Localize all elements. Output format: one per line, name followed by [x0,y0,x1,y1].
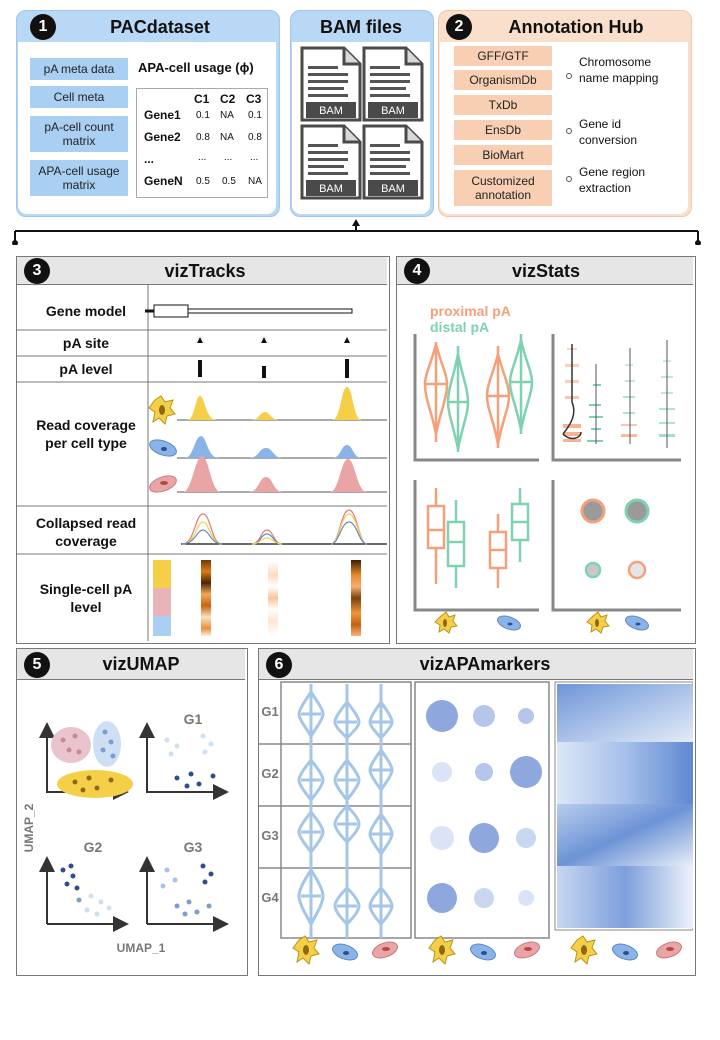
table-cell: NA [248,176,262,187]
panel-1-number: 1 [30,14,56,40]
viztracks-title: vizTracks [164,260,246,281]
chip-count-matrix: pA-cell count matrix [30,116,128,152]
legend-distal: distal pA [430,319,490,335]
table-col-c3: C3 [246,92,262,106]
vizumap-panel [16,648,248,976]
vizstats-graphics [413,334,681,634]
annot-item-ensdb: EnsDb [454,120,552,140]
bullet-dot [566,73,572,79]
marker-gene-label: G2 [261,766,278,781]
table-cell: NA [220,132,234,143]
vizapamarkers-title: vizAPAmarkers [419,653,551,674]
panel-6-number: 6 [266,652,292,678]
table-row-gene: Gene1 [144,108,181,122]
panel-3-number: 3 [24,258,50,284]
table-row-gene: Gene2 [144,130,181,144]
panel-4-number: 4 [404,258,430,284]
umap-ylabel: UMAP_2 [22,803,36,852]
marker-gene-label: G3 [261,828,278,843]
legend-proximal: proximal pA [430,303,511,319]
vizumap-header [17,649,245,680]
table-col-c1: C1 [194,92,210,106]
umap-xlabel: UMAP_1 [117,941,166,955]
umap-g3-label: G3 [184,839,203,855]
usage-table-border [136,88,268,198]
annotation-hub-title: Annotation Hub [508,16,644,37]
vizstats-title: vizStats [511,260,581,281]
umap-g1-label: G1 [184,711,203,727]
table-cell: ... [198,152,207,163]
table-cell: 0.8 [196,132,210,143]
table-cell: 0.1 [196,110,210,121]
vizumap-title: vizUMAP [102,653,180,674]
table-row-gene: ... [144,152,155,166]
table-cell: ... [224,152,233,163]
marker-gene-label: G4 [261,890,279,905]
panel-5-number: 5 [24,652,50,678]
chip-pa-meta: pA meta data [30,58,128,80]
table-cell: ... [250,152,259,163]
table-cell: 0.1 [248,110,262,121]
chip-usage-matrix: APA-cell usage matrix [30,160,128,196]
vizapamarkers-header [259,649,693,680]
annot-item-gff: GFF/GTF [454,46,552,66]
bam-file-label: BAM [381,183,405,195]
vizstats-header [397,257,693,285]
table-row-gene: GeneN [144,174,183,188]
usage-title: APA-cell usage (ϕ) [138,60,254,75]
annot-item-biomart: BioMart [454,145,552,165]
track-label-read-coverage: Read coverage per cell type [36,417,136,451]
bullet-dot [566,128,572,134]
bam-title: BAM files [319,16,402,37]
table-cell: 0.5 [222,176,236,187]
table-cell: 0.5 [196,176,210,187]
annot-use-chromosome: Chromosome name mapping [579,55,659,85]
vizapamarkers-graphics: G1 G2 G3 G4 [259,681,693,965]
track-label-pa-site: pA site [62,335,110,351]
table-cell: NA [220,110,234,121]
bam-file-label: BAM [319,105,343,117]
bam-file-label: BAM [319,183,343,195]
bam-file-label: BAM [381,105,405,117]
table-cell: 0.8 [248,132,262,143]
chip-cell-meta: Cell meta [30,86,128,108]
annot-item-txdb: TxDb [454,95,552,115]
bullet-dot [566,176,572,182]
panel-2-number: 2 [446,14,472,40]
viztracks-graphics [17,284,387,641]
track-label-gene-model: Gene model [45,303,127,319]
track-label-pa-level: pA level [59,361,113,377]
annot-use-gene-id: Gene id conversion [579,117,638,147]
connector-bracket [12,219,701,245]
marker-gene-label: G1 [261,704,278,719]
annot-use-gene-region: Gene region extraction [579,165,646,195]
umap-g2-label: G2 [84,839,103,855]
annot-item-customized: Customized annotation [454,170,552,206]
table-col-c2: C2 [220,92,236,106]
pacdataset-title: PACdataset [110,16,210,37]
track-label-collapsed: Collapsed read coverage [35,515,137,549]
vizstats-panel [396,256,696,644]
vizumap-graphics: G1 G2 G3 UMAP_1 UMAP_2 [22,711,229,955]
bam-file-icons: BAM BAM BAM BAM [300,46,424,200]
annot-item-organismdb: OrganismDb [454,70,552,90]
viztracks-header [17,257,387,285]
track-label-single-cell: Single-cell pA level [39,581,133,615]
